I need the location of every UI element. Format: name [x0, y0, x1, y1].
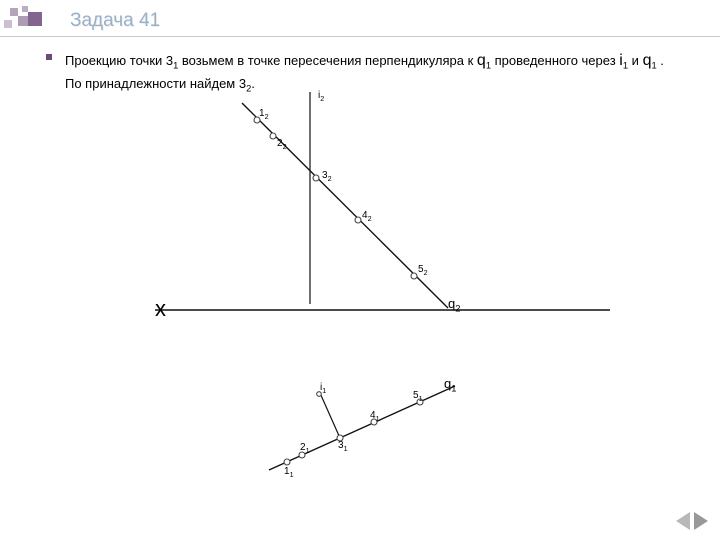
point-label: q2: [448, 296, 460, 311]
x-axis-label: x: [155, 296, 166, 322]
geometry-diagram: [0, 0, 720, 540]
nav-buttons: [676, 512, 708, 530]
point-label: 52: [418, 264, 428, 275]
point-label: 31: [338, 440, 348, 451]
point-label: q1: [444, 376, 456, 391]
point-label: i2: [318, 90, 324, 101]
point-label: 22: [277, 138, 287, 149]
point-label: 51: [413, 390, 423, 401]
point-label: 42: [362, 210, 372, 221]
next-icon[interactable]: [694, 512, 708, 530]
point-label: 41: [370, 410, 380, 421]
point-label: 11: [284, 466, 294, 477]
point-label: i1: [320, 382, 326, 393]
point-label: 12: [259, 108, 269, 119]
point-label: 32: [322, 170, 332, 181]
point-label: 21: [300, 442, 310, 453]
prev-icon[interactable]: [676, 512, 690, 530]
